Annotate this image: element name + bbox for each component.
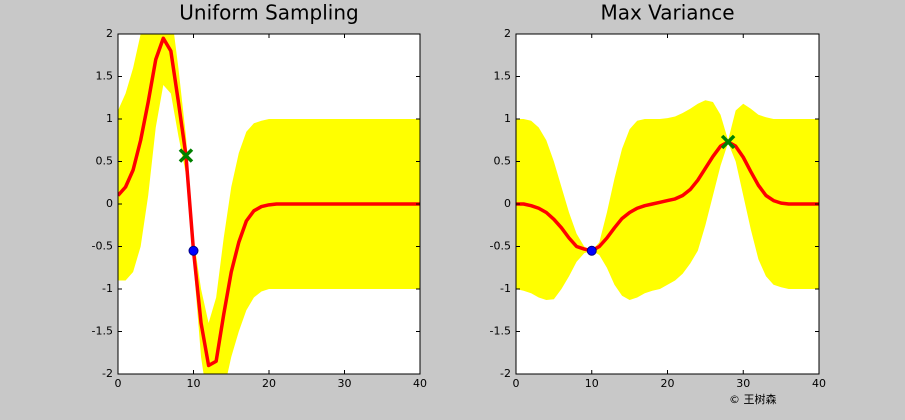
marker-stroke xyxy=(720,134,736,150)
plot-content xyxy=(516,100,819,301)
y-tick-label: 2 xyxy=(504,27,511,40)
y-tick-label: 2 xyxy=(106,27,113,40)
watermark: © 王树森 xyxy=(729,392,777,406)
y-tick-label: -0.5 xyxy=(92,240,113,253)
observed-point xyxy=(586,245,597,256)
mean-line xyxy=(118,36,420,368)
next-sample-marker xyxy=(720,134,736,150)
x-tick-label: 30 xyxy=(338,377,352,390)
y-tick-label: 0.5 xyxy=(494,155,512,168)
y-tick-label: 0.5 xyxy=(96,155,114,168)
x-tick-label: 40 xyxy=(413,377,427,390)
y-tick-label: -2 xyxy=(500,367,511,380)
y-tick-label: -0.5 xyxy=(490,240,511,253)
y-tick-label: -1 xyxy=(500,282,511,295)
y-tick-label: 1.5 xyxy=(96,70,114,83)
x-tick-label: 30 xyxy=(736,377,750,390)
y-tick-label: 0 xyxy=(106,197,113,210)
x-tick-label: 0 xyxy=(513,377,520,390)
next-sample-marker xyxy=(178,148,194,163)
y-tick-label: 1 xyxy=(106,112,113,125)
axes-frame xyxy=(117,33,421,375)
y-tick-label: 0 xyxy=(504,197,511,210)
chart-title: Uniform Sampling xyxy=(179,1,358,25)
y-tick-label: -2 xyxy=(102,367,113,380)
x-tick-label: 20 xyxy=(661,377,675,390)
plot-content xyxy=(118,34,420,374)
mean-line xyxy=(516,140,819,253)
x-tick-label: 0 xyxy=(115,377,122,390)
y-tick-label: 1.5 xyxy=(494,70,512,83)
y-tick-label: 1 xyxy=(504,112,511,125)
observed-point xyxy=(188,245,199,256)
y-tick-label: -1 xyxy=(102,282,113,295)
x-tick-label: 10 xyxy=(187,377,201,390)
x-tick-label: 40 xyxy=(812,377,826,390)
y-tick-label: -1.5 xyxy=(490,325,511,338)
marker-stroke xyxy=(178,148,194,163)
chart-title: Max Variance xyxy=(600,1,734,25)
x-tick-label: 20 xyxy=(262,377,276,390)
y-tick-label: -1.5 xyxy=(92,325,113,338)
x-tick-label: 10 xyxy=(585,377,599,390)
axes-frame xyxy=(515,33,820,375)
